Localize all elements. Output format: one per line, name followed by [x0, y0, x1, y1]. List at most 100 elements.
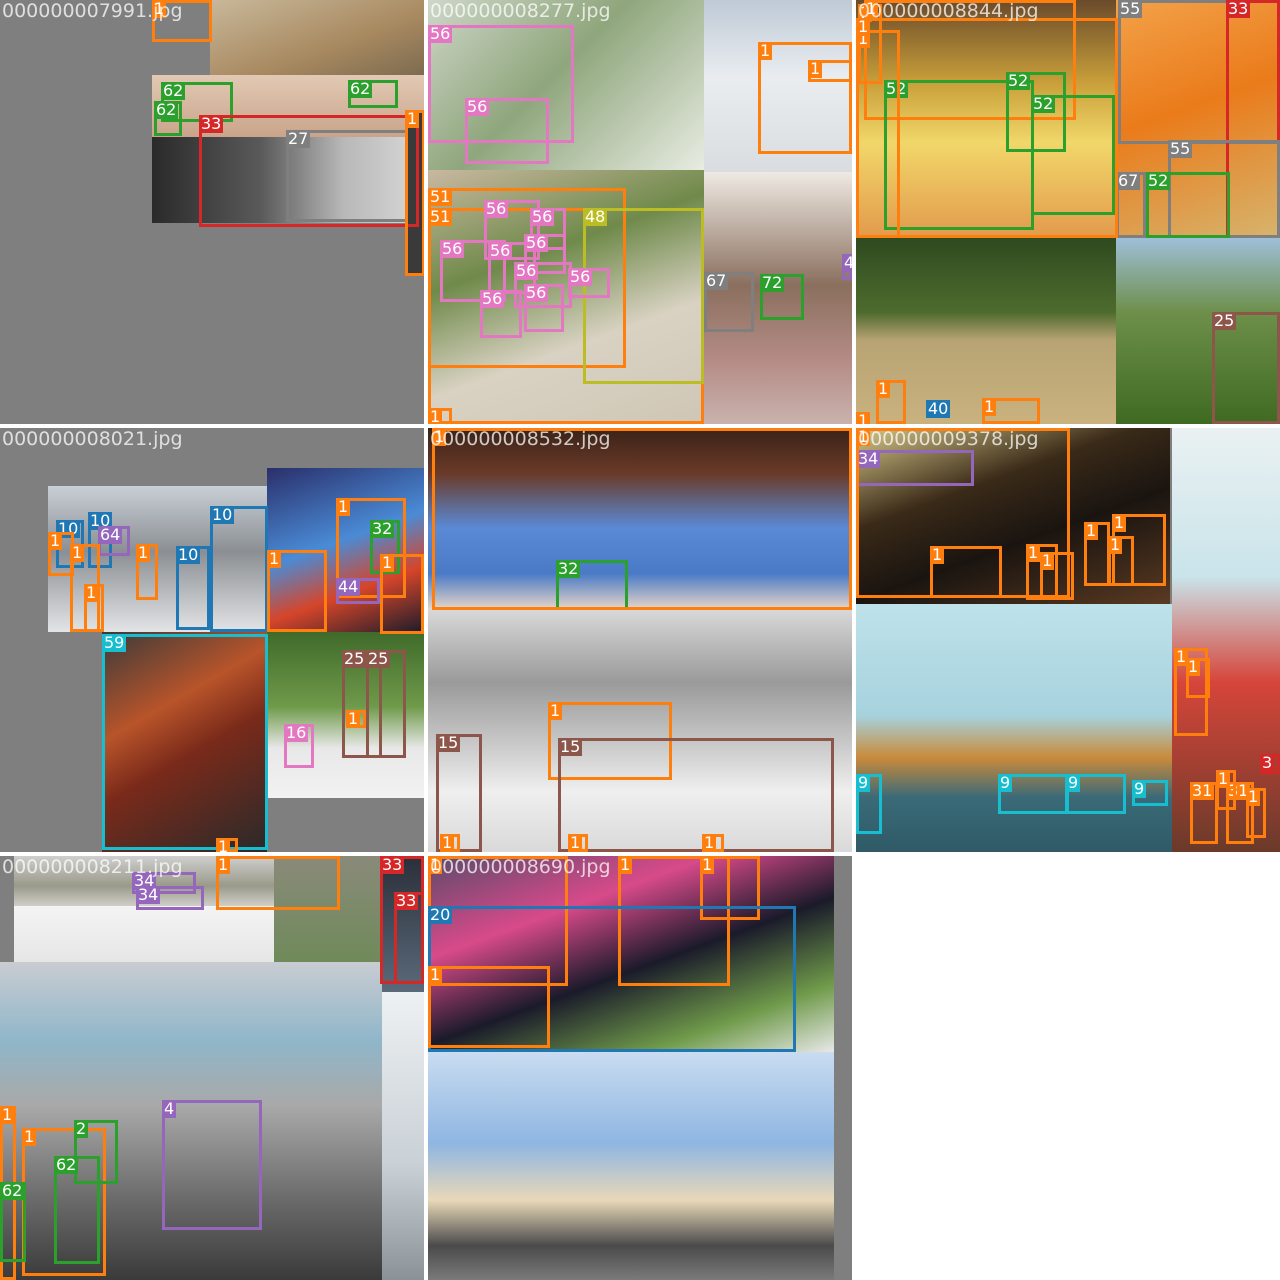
- class-label: 52: [1031, 94, 1056, 113]
- photo-region: [856, 604, 1172, 852]
- bounding-box: 9: [1066, 774, 1126, 814]
- class-label: 1: [1026, 543, 1041, 562]
- bounding-box: 56: [524, 284, 564, 332]
- class-label: 56: [514, 261, 539, 280]
- class-label: 1: [216, 856, 231, 874]
- bounding-box: 25: [342, 650, 382, 758]
- bounding-box: 25: [1212, 312, 1280, 424]
- class-label: 1: [428, 407, 443, 424]
- bounding-box: 25: [366, 650, 406, 758]
- class-label: 27: [286, 129, 311, 148]
- bounding-box: 1: [856, 412, 871, 424]
- bounding-box: 1: [336, 498, 406, 598]
- class-label: 1: [1084, 521, 1099, 540]
- class-label: 1: [856, 428, 871, 446]
- bounding-box: 62: [0, 1182, 26, 1262]
- class-label: 15: [436, 733, 461, 752]
- class-label: 56: [480, 289, 505, 308]
- bounding-box: 1: [428, 966, 550, 1048]
- class-label: 1: [856, 412, 871, 424]
- class-label: 1: [618, 856, 633, 874]
- class-label: 62: [0, 1181, 25, 1200]
- bounding-box: 1: [405, 110, 424, 276]
- class-label: 25: [342, 649, 367, 668]
- class-label: 55: [1118, 0, 1143, 18]
- class-label: 9: [1066, 773, 1081, 792]
- class-label: 9: [1132, 779, 1147, 798]
- class-label: 62: [348, 79, 373, 98]
- bounding-box: 1: [1174, 648, 1208, 736]
- class-label: 56: [488, 241, 513, 260]
- class-label: 1: [1186, 657, 1201, 676]
- class-label: 1: [48, 531, 63, 550]
- bounding-box: 1: [216, 838, 238, 852]
- bounding-box: 56: [524, 234, 566, 274]
- bounding-box: 52: [1006, 72, 1066, 152]
- bounding-box: 33: [394, 892, 424, 984]
- photo-region: [856, 238, 1116, 424]
- class-label: 56: [440, 239, 465, 258]
- bounding-box: 1: [876, 380, 906, 424]
- photo-region: [704, 172, 852, 424]
- photo-region: [405, 110, 424, 276]
- class-label: 1: [808, 59, 823, 78]
- class-label: 20: [428, 905, 453, 924]
- class-label: 1: [856, 17, 871, 36]
- mosaic-tile: 1 1 1 20 1 000000008690.jpg: [428, 856, 852, 1280]
- class-label: 9: [856, 773, 871, 792]
- class-label: 2: [74, 1119, 89, 1138]
- class-label: 67: [1116, 171, 1141, 190]
- class-label: 16: [284, 723, 309, 742]
- class-label: 72: [760, 273, 785, 292]
- bounding-box: 56: [428, 25, 574, 143]
- bounding-box: 27: [286, 130, 408, 222]
- class-label: 34: [856, 449, 881, 468]
- bounding-box: 62: [154, 101, 182, 136]
- class-label: 56: [524, 233, 549, 252]
- bounding-box: 1: [982, 398, 1040, 424]
- bounding-box: 52: [1031, 95, 1115, 215]
- class-label: 1: [758, 41, 773, 60]
- bounding-box: 32: [370, 520, 400, 574]
- photo-region: [428, 610, 852, 852]
- bounding-box: 1: [808, 60, 852, 82]
- class-label: 56: [428, 24, 453, 43]
- class-label: 48: [583, 207, 608, 226]
- class-label: 10: [88, 511, 113, 530]
- class-label: 1: [0, 1105, 15, 1124]
- bounding-box: 64: [98, 526, 130, 556]
- class-label: 52: [1006, 71, 1031, 90]
- class-label: 44: [336, 577, 361, 596]
- class-label: 1: [1174, 647, 1189, 666]
- class-label: 34: [132, 871, 157, 890]
- bounding-box: 34: [132, 872, 196, 894]
- class-label: 55: [1168, 139, 1193, 158]
- class-label: 56: [484, 199, 509, 218]
- class-label: 1: [70, 543, 85, 562]
- class-label: 25: [366, 649, 391, 668]
- class-label: 4: [842, 254, 852, 272]
- mosaic-tile: [856, 856, 1280, 1280]
- photo-region: [428, 428, 852, 610]
- class-label: 32: [370, 519, 395, 538]
- photo-region: [210, 0, 424, 75]
- bounding-box: 1: [758, 42, 852, 154]
- class-label: 1: [876, 379, 891, 398]
- class-label: 1: [982, 397, 997, 416]
- bounding-box: 1: [216, 856, 340, 910]
- bounding-box: 56: [568, 268, 610, 298]
- class-label: 56: [524, 283, 549, 302]
- bounding-box: 1: [1108, 536, 1134, 586]
- bounding-box: 67: [1116, 172, 1146, 238]
- class-label: 4: [162, 1099, 177, 1118]
- photo-region: [14, 906, 274, 962]
- class-label: 1: [267, 549, 282, 568]
- photo-region: [428, 1052, 834, 1280]
- class-label: 1: [1112, 513, 1127, 532]
- class-label: 1: [380, 553, 395, 572]
- class-label: 56: [568, 267, 593, 286]
- bounding-box: 1: [618, 856, 730, 986]
- bounding-box: 34: [136, 886, 204, 910]
- class-label: 51: [428, 187, 453, 206]
